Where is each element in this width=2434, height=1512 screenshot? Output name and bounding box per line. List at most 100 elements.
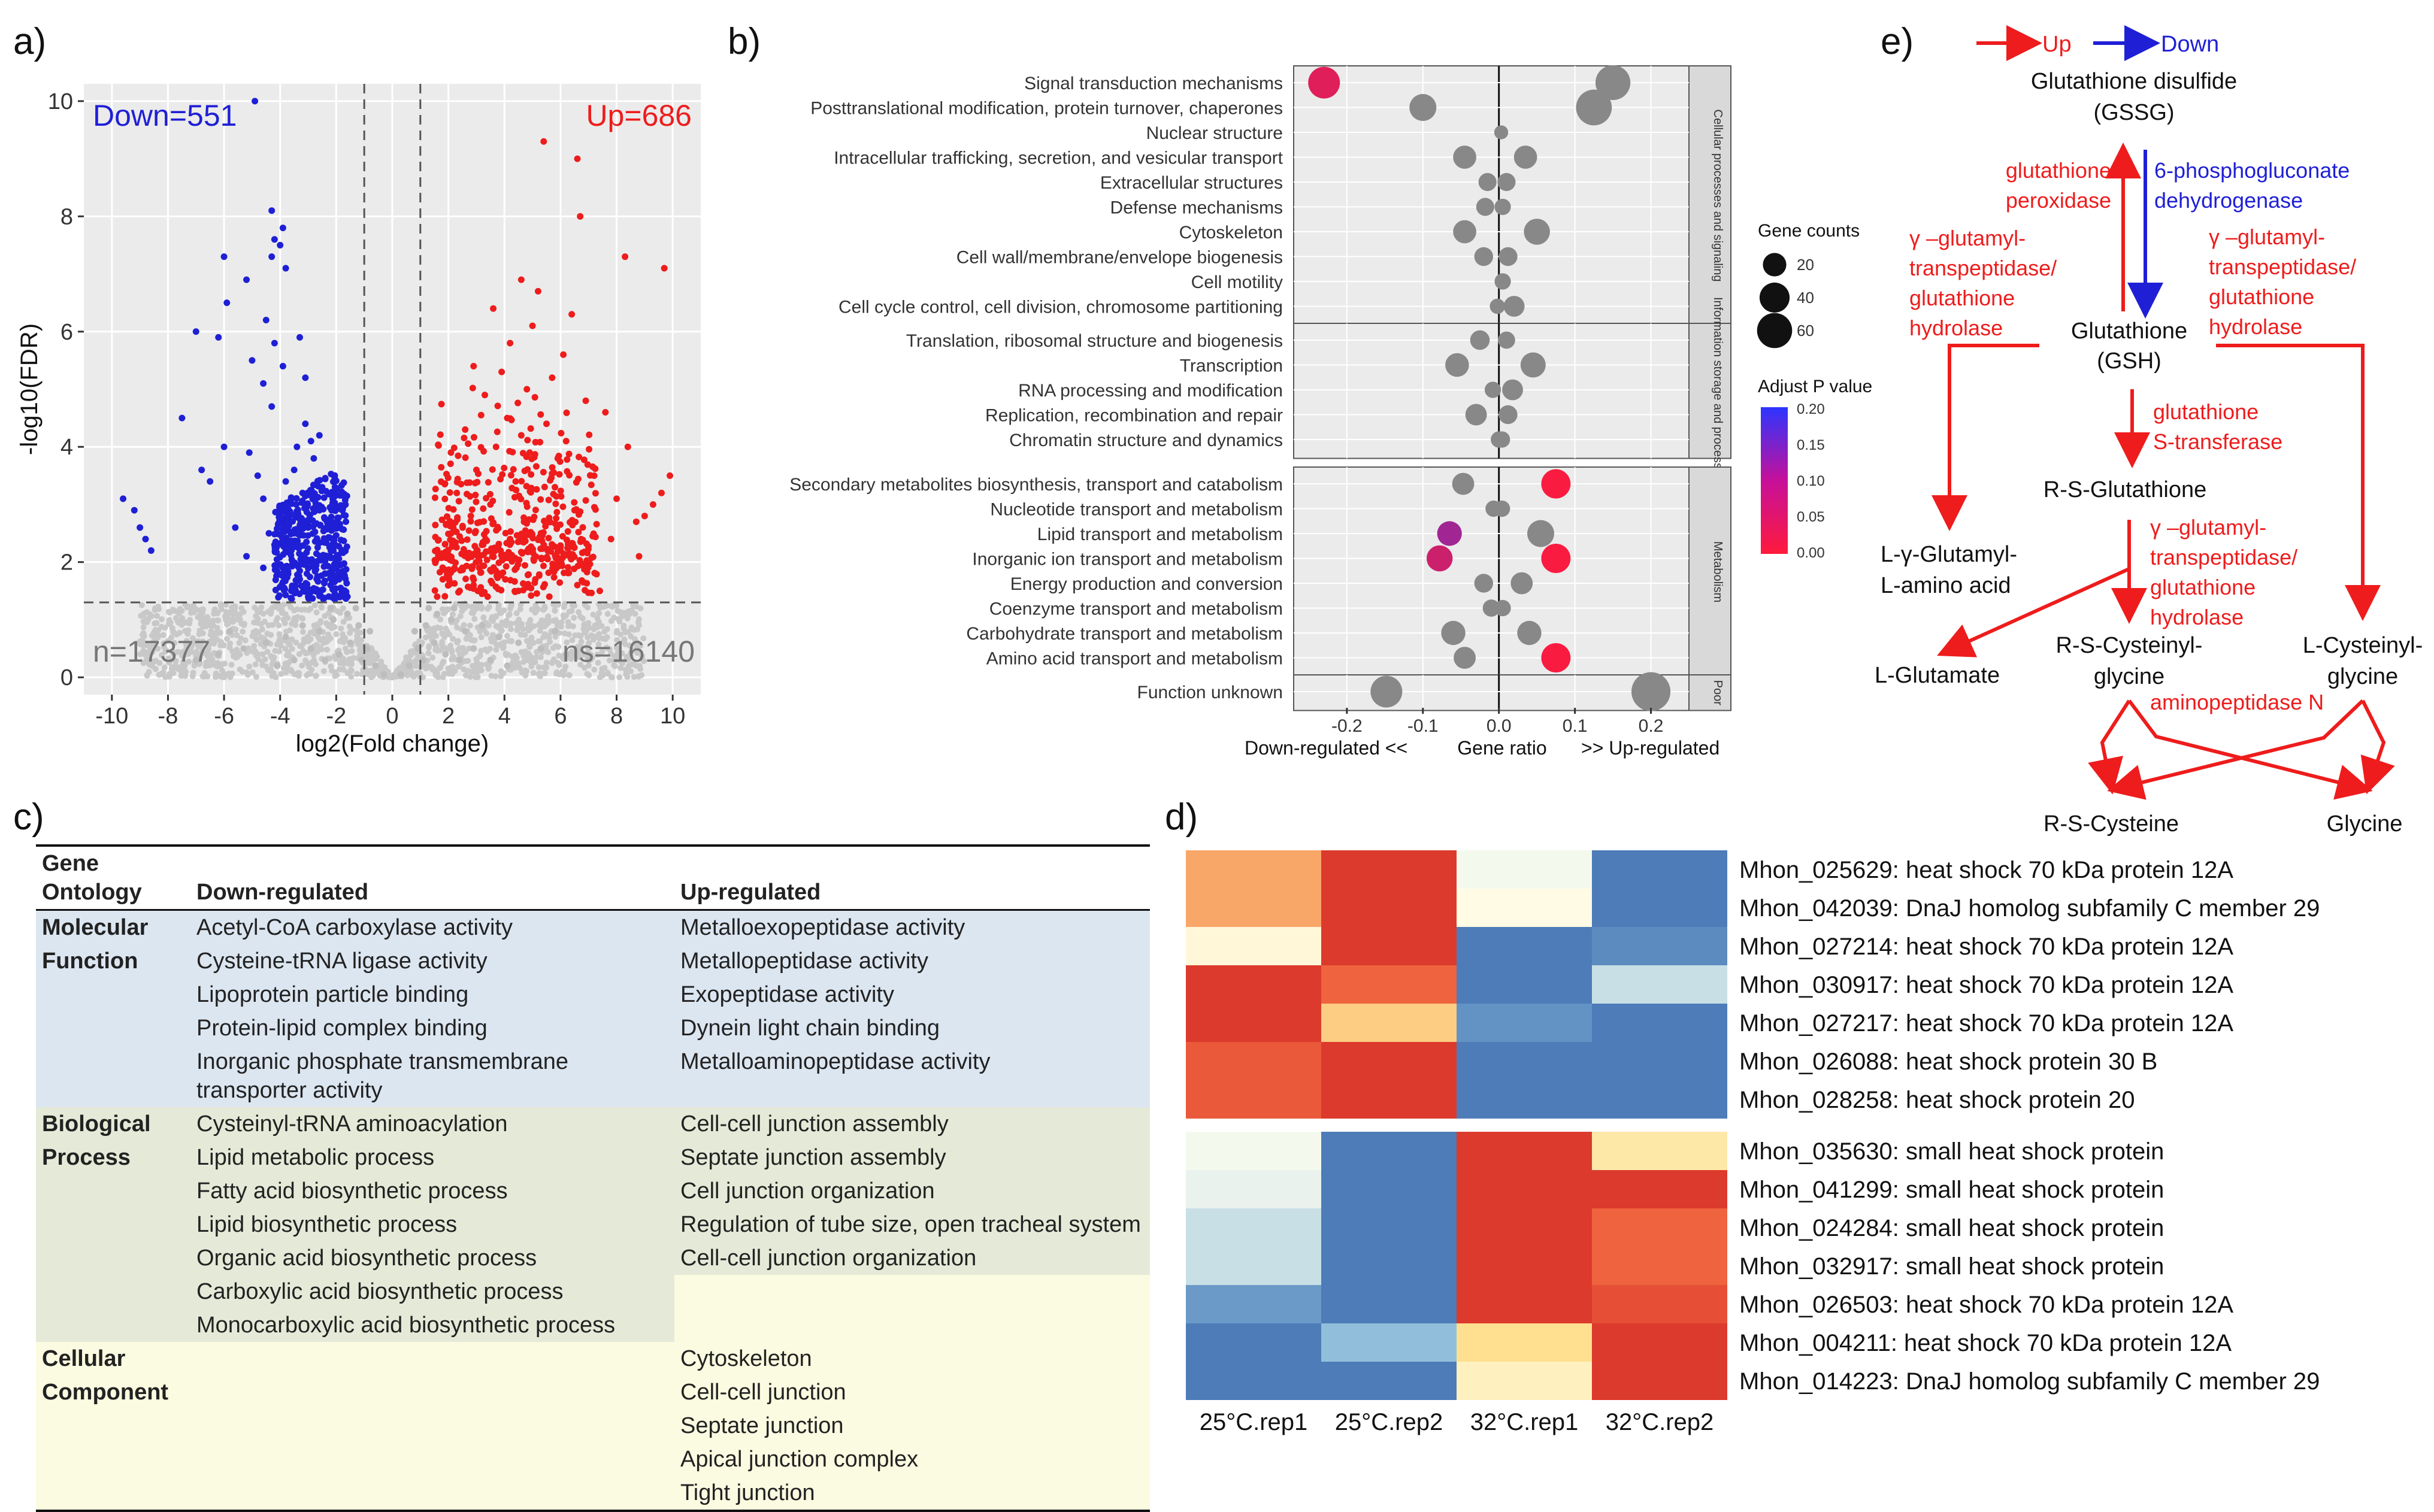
volcano-ns-point bbox=[320, 668, 327, 674]
volcano-ns-point bbox=[440, 658, 447, 665]
volcano-ns-point bbox=[259, 658, 265, 665]
volcano-point-up bbox=[481, 589, 488, 596]
cog-facet-strip-label: Cellular processes and signaling bbox=[1711, 110, 1724, 282]
volcano-point-ns bbox=[562, 651, 570, 658]
volcano-x-tick-label: -8 bbox=[158, 704, 178, 729]
cog-dot-down bbox=[1452, 472, 1475, 495]
volcano-point-down bbox=[296, 334, 303, 341]
volcano-ns-point bbox=[260, 610, 267, 617]
volcano-ns-point bbox=[550, 617, 556, 624]
volcano-point-down bbox=[332, 477, 340, 484]
volcano-point-up bbox=[494, 428, 501, 435]
volcano-point-up bbox=[443, 520, 450, 528]
volcano-ns-point bbox=[583, 628, 589, 634]
volcano-point-up bbox=[444, 547, 452, 554]
volcano-point-down bbox=[299, 498, 306, 505]
go-category-cell bbox=[36, 1241, 190, 1275]
volcano-point-up bbox=[513, 532, 520, 539]
volcano-ns-point bbox=[634, 643, 640, 650]
volcano-ns-point bbox=[254, 608, 261, 614]
volcano-point-down bbox=[305, 595, 312, 602]
node-l-glutamate: L-Glutamate bbox=[1875, 663, 2000, 688]
go-down-term bbox=[190, 1342, 674, 1375]
volcano-point-ns bbox=[215, 651, 222, 658]
volcano-point-up bbox=[523, 503, 531, 510]
cog-dot-down bbox=[1465, 404, 1487, 426]
volcano-point-up bbox=[528, 531, 535, 538]
heatmap-row-label: Mhon_032917: small heat shock protein bbox=[1739, 1253, 2164, 1280]
heatmap-cell bbox=[1457, 1132, 1592, 1170]
cog-dot-down bbox=[1426, 545, 1453, 572]
heatmap-cell bbox=[1186, 1170, 1321, 1208]
cog-category-label: Cell wall/membrane/envelope biogenesis bbox=[956, 248, 1283, 268]
volcano-point-down bbox=[334, 491, 341, 498]
heatmap-cell bbox=[1321, 1132, 1457, 1170]
volcano-y-tick-label: 8 bbox=[60, 204, 73, 229]
heatmap-cell bbox=[1592, 1285, 1727, 1323]
volcano-ns-point bbox=[340, 605, 346, 611]
volcano-x-tick-label: 10 bbox=[660, 704, 685, 729]
go-up-term: Cell-cell junction organization bbox=[674, 1241, 1150, 1275]
volcano-point-up bbox=[579, 524, 586, 531]
cog-dot-down bbox=[1308, 66, 1340, 99]
volcano-point-ns bbox=[431, 639, 438, 646]
volcano-ns-point bbox=[173, 631, 180, 638]
enzyme-ggt-right-1: γ –glutamyl- bbox=[2209, 225, 2325, 249]
heatmap-cell bbox=[1457, 1362, 1592, 1400]
volcano-point-up bbox=[505, 509, 513, 516]
volcano-ns-point bbox=[250, 632, 257, 639]
volcano-ns-point bbox=[434, 624, 441, 631]
cog-category-label: Intracellular trafficking, secretion, an… bbox=[834, 149, 1283, 168]
volcano-ns-point bbox=[345, 660, 352, 667]
volcano-axes: -10 -8 -6 -4 -2 0 2 4 6 8 10 0 2 4 6 8 10 bbox=[48, 89, 686, 729]
heatmap-cell bbox=[1186, 889, 1321, 927]
volcano-ns-point bbox=[377, 663, 384, 669]
go-category-cell bbox=[36, 1275, 190, 1308]
volcano-ns-point bbox=[524, 625, 531, 632]
heatmap-cell bbox=[1321, 1004, 1457, 1042]
volcano-ns-point bbox=[594, 652, 601, 658]
volcano-point-up bbox=[464, 490, 471, 498]
volcano-ns-point bbox=[283, 669, 289, 675]
volcano-ns-point bbox=[485, 665, 492, 672]
cog-dot-down bbox=[1453, 146, 1476, 169]
go-category-cell: Process bbox=[36, 1141, 190, 1174]
heatmap: Mhon_025629: heat shock 70 kDa protein 1… bbox=[1186, 850, 2320, 1435]
volcano-x-tick-label: 8 bbox=[610, 704, 623, 729]
volcano-ns-point bbox=[293, 639, 299, 646]
size-legend-label: 60 bbox=[1797, 322, 1814, 340]
volcano-ns-point bbox=[156, 606, 162, 613]
volcano-ns-point bbox=[541, 623, 547, 630]
volcano-point-down bbox=[308, 557, 315, 564]
volcano-ns-point bbox=[508, 620, 514, 627]
volcano-point-up bbox=[552, 552, 559, 559]
heatmap-cell bbox=[1321, 1080, 1457, 1119]
volcano-point-up bbox=[455, 498, 462, 505]
volcano-point-up bbox=[564, 528, 571, 535]
volcano-ns-point bbox=[234, 632, 240, 638]
volcano-point-up bbox=[565, 450, 573, 457]
volcano-ns-point bbox=[480, 614, 487, 621]
volcano-ns-point bbox=[442, 608, 449, 615]
volcano-point-up bbox=[518, 535, 525, 543]
volcano-ns-point bbox=[188, 649, 195, 655]
volcano-point-up bbox=[489, 498, 497, 505]
volcano-point-up bbox=[454, 475, 461, 483]
arrow-apn-rsc-right bbox=[2107, 699, 2365, 800]
go-category-cell: Molecular bbox=[36, 910, 190, 944]
go-category-cell: Cellular bbox=[36, 1342, 190, 1375]
volcano-ns-point bbox=[614, 637, 620, 643]
volcano-ns-point bbox=[278, 607, 285, 614]
volcano-point-ns bbox=[495, 634, 502, 641]
volcano-ns-point bbox=[473, 662, 479, 669]
volcano-point-up bbox=[547, 548, 555, 555]
volcano-ns-point bbox=[160, 632, 166, 638]
volcano-ns-point bbox=[317, 618, 324, 625]
volcano-ns-point bbox=[281, 620, 288, 626]
volcano-ns-point bbox=[532, 655, 539, 661]
volcano-point-up bbox=[520, 580, 527, 587]
table-row: Biological Cysteinyl-tRNA aminoacylation C… bbox=[36, 1107, 1150, 1141]
volcano-ns-point bbox=[559, 671, 565, 677]
volcano-ns-point bbox=[569, 637, 576, 643]
volcano-point-down bbox=[243, 276, 250, 283]
